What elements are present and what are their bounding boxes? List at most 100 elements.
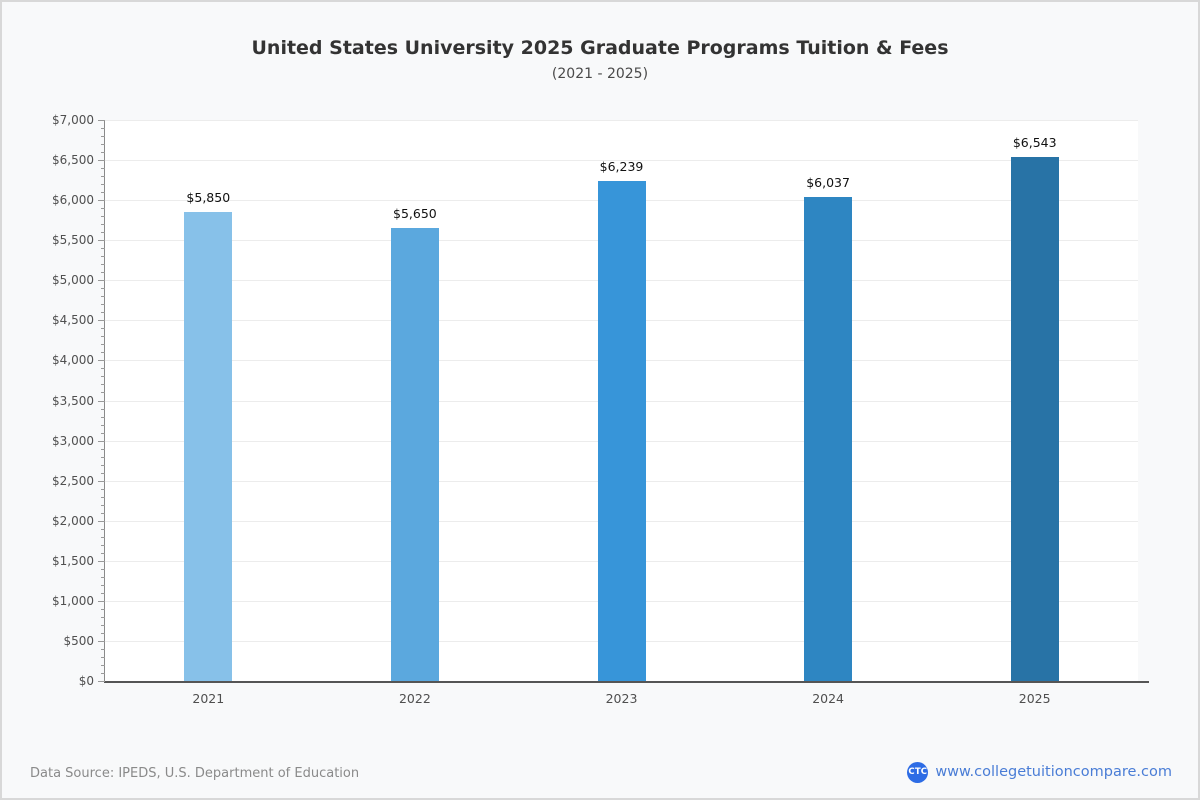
bar-value-label-2024: $6,037 — [806, 175, 850, 191]
y-tick-minor — [101, 584, 105, 586]
chart-subtitle: (2021 - 2025) — [551, 66, 649, 82]
y-tick-minor — [101, 192, 105, 194]
y-tick-minor — [101, 384, 105, 386]
y-tick-minor — [101, 528, 105, 530]
bar-2023 — [597, 181, 646, 681]
y-tick-major — [98, 120, 105, 121]
bar-value-label-2021: $5,850 — [186, 190, 231, 206]
y-tick-label: $5,000 — [52, 273, 94, 288]
gridline-7000 — [105, 120, 1138, 121]
y-tick-minor — [101, 416, 105, 418]
y-tick-minor — [101, 264, 105, 266]
y-tick-minor — [101, 296, 105, 298]
y-tick-minor — [101, 208, 105, 210]
y-tick-label: $2,500 — [52, 473, 94, 488]
site-url-label: www.collegetuitioncompare.com — [935, 764, 1172, 780]
y-tick-major — [98, 600, 105, 602]
y-tick-minor — [101, 232, 105, 234]
y-tick-major — [98, 440, 105, 442]
y-tick-minor — [101, 144, 105, 146]
y-tick-minor — [101, 216, 105, 218]
y-tick-major — [98, 560, 105, 562]
y-tick-minor — [101, 648, 105, 650]
y-tick-major — [98, 360, 105, 362]
y-tick-label: $2,000 — [52, 513, 94, 528]
data-source-text: Data Source: IPEDS, U.S. Department of E… — [30, 766, 360, 781]
y-tick-minor — [101, 224, 105, 226]
y-tick-major — [98, 280, 105, 282]
y-tick-minor — [101, 128, 105, 129]
y-tick-major — [98, 240, 105, 242]
y-tick-minor — [101, 368, 105, 370]
y-tick-minor — [101, 656, 105, 658]
y-tick-minor — [101, 464, 105, 466]
y-tick-label: $4,000 — [52, 353, 94, 368]
x-axis-line — [104, 681, 1149, 683]
x-tick-label-2025: 2025 — [1018, 691, 1051, 706]
y-tick-label: $6,500 — [52, 153, 94, 168]
bar-2021 — [184, 212, 233, 681]
y-tick-label: $1,500 — [52, 553, 94, 568]
y-tick-minor — [101, 632, 105, 634]
y-tick-minor — [101, 664, 105, 666]
bar-2025 — [1010, 156, 1059, 681]
y-tick-minor — [101, 504, 105, 506]
y-tick-minor — [101, 592, 105, 594]
y-tick-minor — [101, 456, 105, 458]
y-tick-minor — [101, 344, 105, 346]
y-tick-minor — [101, 248, 105, 250]
y-tick-minor — [101, 624, 105, 626]
y-tick-major — [98, 480, 105, 482]
y-tick-minor — [101, 552, 105, 554]
y-tick-minor — [101, 576, 105, 578]
y-tick-minor — [101, 288, 105, 290]
y-tick-minor — [101, 152, 105, 154]
bar-value-label-2022: $5,650 — [393, 206, 437, 222]
y-tick-minor — [101, 256, 105, 258]
bar-value-label-2023: $6,239 — [599, 159, 644, 174]
y-tick-label: $500 — [63, 633, 94, 648]
y-tick-minor — [101, 272, 105, 274]
y-tick-label: $3,000 — [52, 433, 94, 448]
y-tick-minor — [101, 616, 105, 618]
y-tick-minor — [101, 168, 105, 170]
y-tick-minor — [101, 448, 105, 450]
y-tick-minor — [101, 568, 105, 570]
y-tick-minor — [101, 328, 105, 330]
y-tick-label: $1,000 — [52, 593, 94, 608]
y-tick-minor — [101, 472, 105, 474]
y-tick-major — [98, 681, 105, 682]
y-tick-major — [98, 400, 105, 402]
y-tick-label: $5,500 — [52, 233, 94, 248]
y-tick-major — [98, 520, 105, 522]
y-tick-minor — [101, 352, 105, 354]
y-tick-major — [98, 200, 105, 202]
y-tick-minor — [101, 392, 105, 394]
y-tick-minor — [101, 424, 105, 426]
x-tick-label-2024: 2024 — [812, 691, 844, 706]
y-tick-minor — [101, 336, 105, 338]
y-tick-major — [98, 160, 105, 162]
y-tick-label: $6,000 — [52, 193, 94, 208]
chart-title: United States University 2025 Graduate P… — [251, 37, 949, 59]
site-link[interactable]: CTC www.collegetuitioncompare.com — [907, 760, 1172, 784]
x-tick-label-2021: 2021 — [192, 691, 225, 706]
y-tick-minor — [101, 536, 105, 538]
y-tick-minor — [101, 376, 105, 378]
y-tick-minor — [101, 184, 105, 186]
bar-value-label-2025: $6,543 — [1012, 134, 1057, 150]
gridline-6500 — [105, 160, 1138, 162]
ctc-logo-icon: CTC — [907, 761, 929, 783]
y-tick-minor — [101, 488, 105, 490]
y-tick-minor — [101, 408, 105, 410]
y-tick-minor — [101, 312, 105, 314]
y-tick-minor — [101, 304, 105, 306]
bar-2022 — [390, 228, 439, 681]
y-tick-minor — [101, 544, 105, 546]
y-tick-minor — [101, 512, 105, 514]
y-tick-minor — [101, 176, 105, 178]
y-tick-minor — [101, 672, 105, 674]
y-tick-major — [98, 320, 105, 322]
y-tick-label: $7,000 — [52, 113, 94, 127]
